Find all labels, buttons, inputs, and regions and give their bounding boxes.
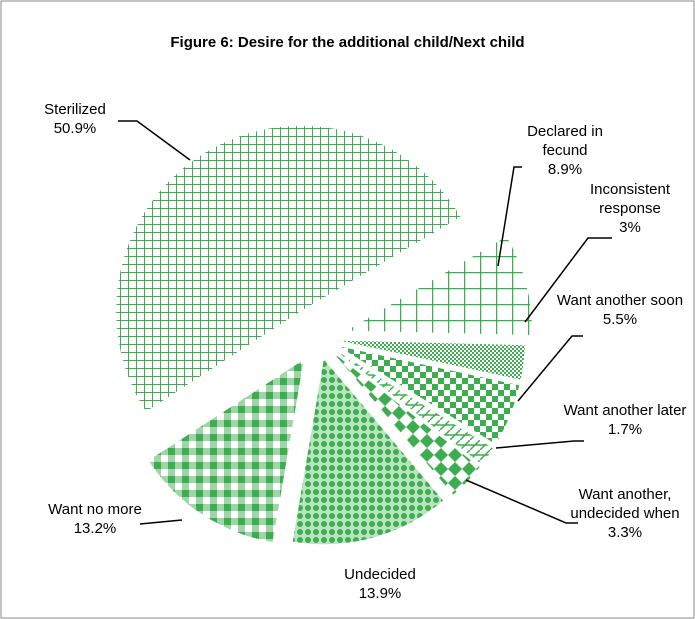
slice-label: Undecided 13.9%: [320, 565, 440, 603]
pie-slice: [116, 125, 461, 412]
pie-slice: [333, 353, 480, 495]
leader-line: [517, 335, 583, 402]
pie-slice: [347, 236, 533, 336]
category-label: Want another later: [563, 402, 687, 419]
leader-line: [139, 519, 183, 525]
slice-label: Inconsistent response 3%: [570, 180, 690, 237]
value-label: 50.9%: [53, 120, 97, 137]
category-label: Want another, undecided when: [570, 486, 680, 522]
pie-slice: [338, 346, 520, 445]
value-label: 1.7%: [607, 421, 643, 438]
value-label: 3%: [619, 219, 641, 236]
value-label: 13.2%: [73, 520, 117, 537]
category-label: Want another soon: [556, 292, 684, 309]
leader-line: [497, 166, 522, 267]
leader-line: [495, 440, 584, 449]
slice-label: Sterilized 50.9%: [20, 100, 130, 138]
leader-line: [465, 479, 578, 524]
pie-slice: [339, 340, 525, 380]
leader-line: [524, 237, 612, 323]
category-label: Sterilized: [44, 101, 106, 118]
pie-slice: [148, 359, 304, 543]
slice-label: Want no more 13.2%: [45, 500, 145, 538]
value-label: 3.3%: [607, 524, 643, 541]
category-label: Want no more: [48, 501, 142, 518]
slice-label: Declared in fecund 8.9%: [505, 122, 625, 179]
category-label: Undecided: [344, 566, 416, 583]
category-label: Declared in fecund: [527, 123, 603, 159]
value-label: 5.5%: [602, 311, 638, 328]
value-label: 8.9%: [547, 161, 583, 178]
slice-label: Want another later 1.7%: [560, 401, 690, 439]
pie-slice: [336, 350, 494, 465]
leader-line: [118, 120, 191, 161]
slice-label: Want another, undecided when 3.3%: [570, 485, 680, 542]
category-label: Inconsistent response: [589, 181, 671, 217]
slice-label: Want another soon 5.5%: [555, 291, 685, 329]
chart-title: Figure 6: Desire for the additional chil…: [170, 34, 525, 51]
pie-slice: [292, 359, 444, 545]
value-label: 13.9%: [358, 585, 402, 602]
